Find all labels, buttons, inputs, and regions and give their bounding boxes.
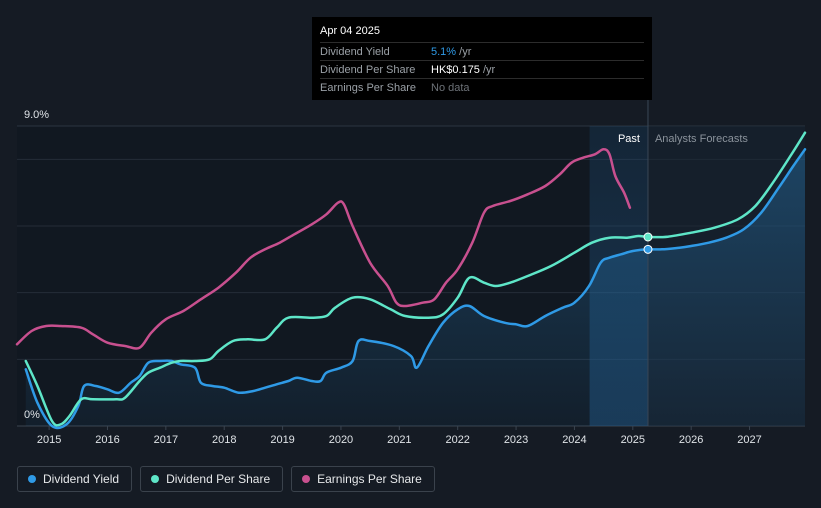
analysts-forecasts-label: Analysts Forecasts [655,133,748,145]
legend-item-earnings-per-share[interactable]: Earnings Per Share [291,466,435,492]
dividend-yield-area [25,149,806,428]
x-tick-label: 2022 [445,434,469,446]
earnings-per-share-line [15,148,632,350]
tooltip-value: HK$0.175 [431,63,480,76]
tooltip-row-dividend-per-share: Dividend Per Share HK$0.175 /yr [320,60,644,78]
legend-dot-icon [151,475,160,483]
tooltip: Apr 04 2025 Dividend Yield 5.1% /yr Divi… [312,17,652,100]
dividend-yield-marker [643,244,653,254]
x-tick-label: 2025 [621,434,645,446]
x-tick-label: 2026 [679,434,703,446]
dividend-per-share-marker [643,232,653,242]
y-axis-bottom-label: 0% [24,409,40,421]
x-tick-label: 2016 [95,434,119,446]
past-label: Past [618,133,640,145]
x-tick-label: 2020 [329,434,353,446]
x-tick-label: 2021 [387,434,411,446]
legend-dot-icon [302,475,311,483]
x-tick-label: 2019 [270,434,294,446]
x-tick-label: 2015 [37,434,61,446]
x-tick-label: 2023 [504,434,528,446]
x-tick-label: 2018 [212,434,236,446]
legend-item-dividend-per-share[interactable]: Dividend Per Share [140,466,284,492]
legend-item-dividend-yield[interactable]: Dividend Yield [17,466,133,492]
tooltip-label: Dividend Yield [320,45,390,58]
x-tick-label: 2017 [154,434,178,446]
tooltip-unit: /yr [479,63,496,76]
tooltip-row-dividend-yield: Dividend Yield 5.1% /yr [320,42,644,60]
tooltip-date: Apr 04 2025 [320,25,380,37]
x-tick-label: 2027 [737,434,761,446]
x-tick-label: 2024 [562,434,586,446]
legend: Dividend Yield Dividend Per Share Earnin… [17,466,435,492]
y-axis-top-label: 9.0% [24,109,49,121]
legend-dot-icon [28,475,36,483]
legend-label: Dividend Per Share [166,472,271,486]
tooltip-row-earnings-per-share: Earnings Per Share No data [320,78,644,96]
tooltip-value: No data [431,81,470,94]
dividend-per-share-line [24,131,807,427]
legend-label: Dividend Yield [43,472,120,486]
legend-label: Earnings Per Share [317,472,422,486]
tooltip-label: Dividend Per Share [320,63,416,76]
tooltip-value: 5.1% [431,45,457,58]
tooltip-unit: /yr [456,45,472,58]
tooltip-label: Earnings Per Share [320,81,416,94]
